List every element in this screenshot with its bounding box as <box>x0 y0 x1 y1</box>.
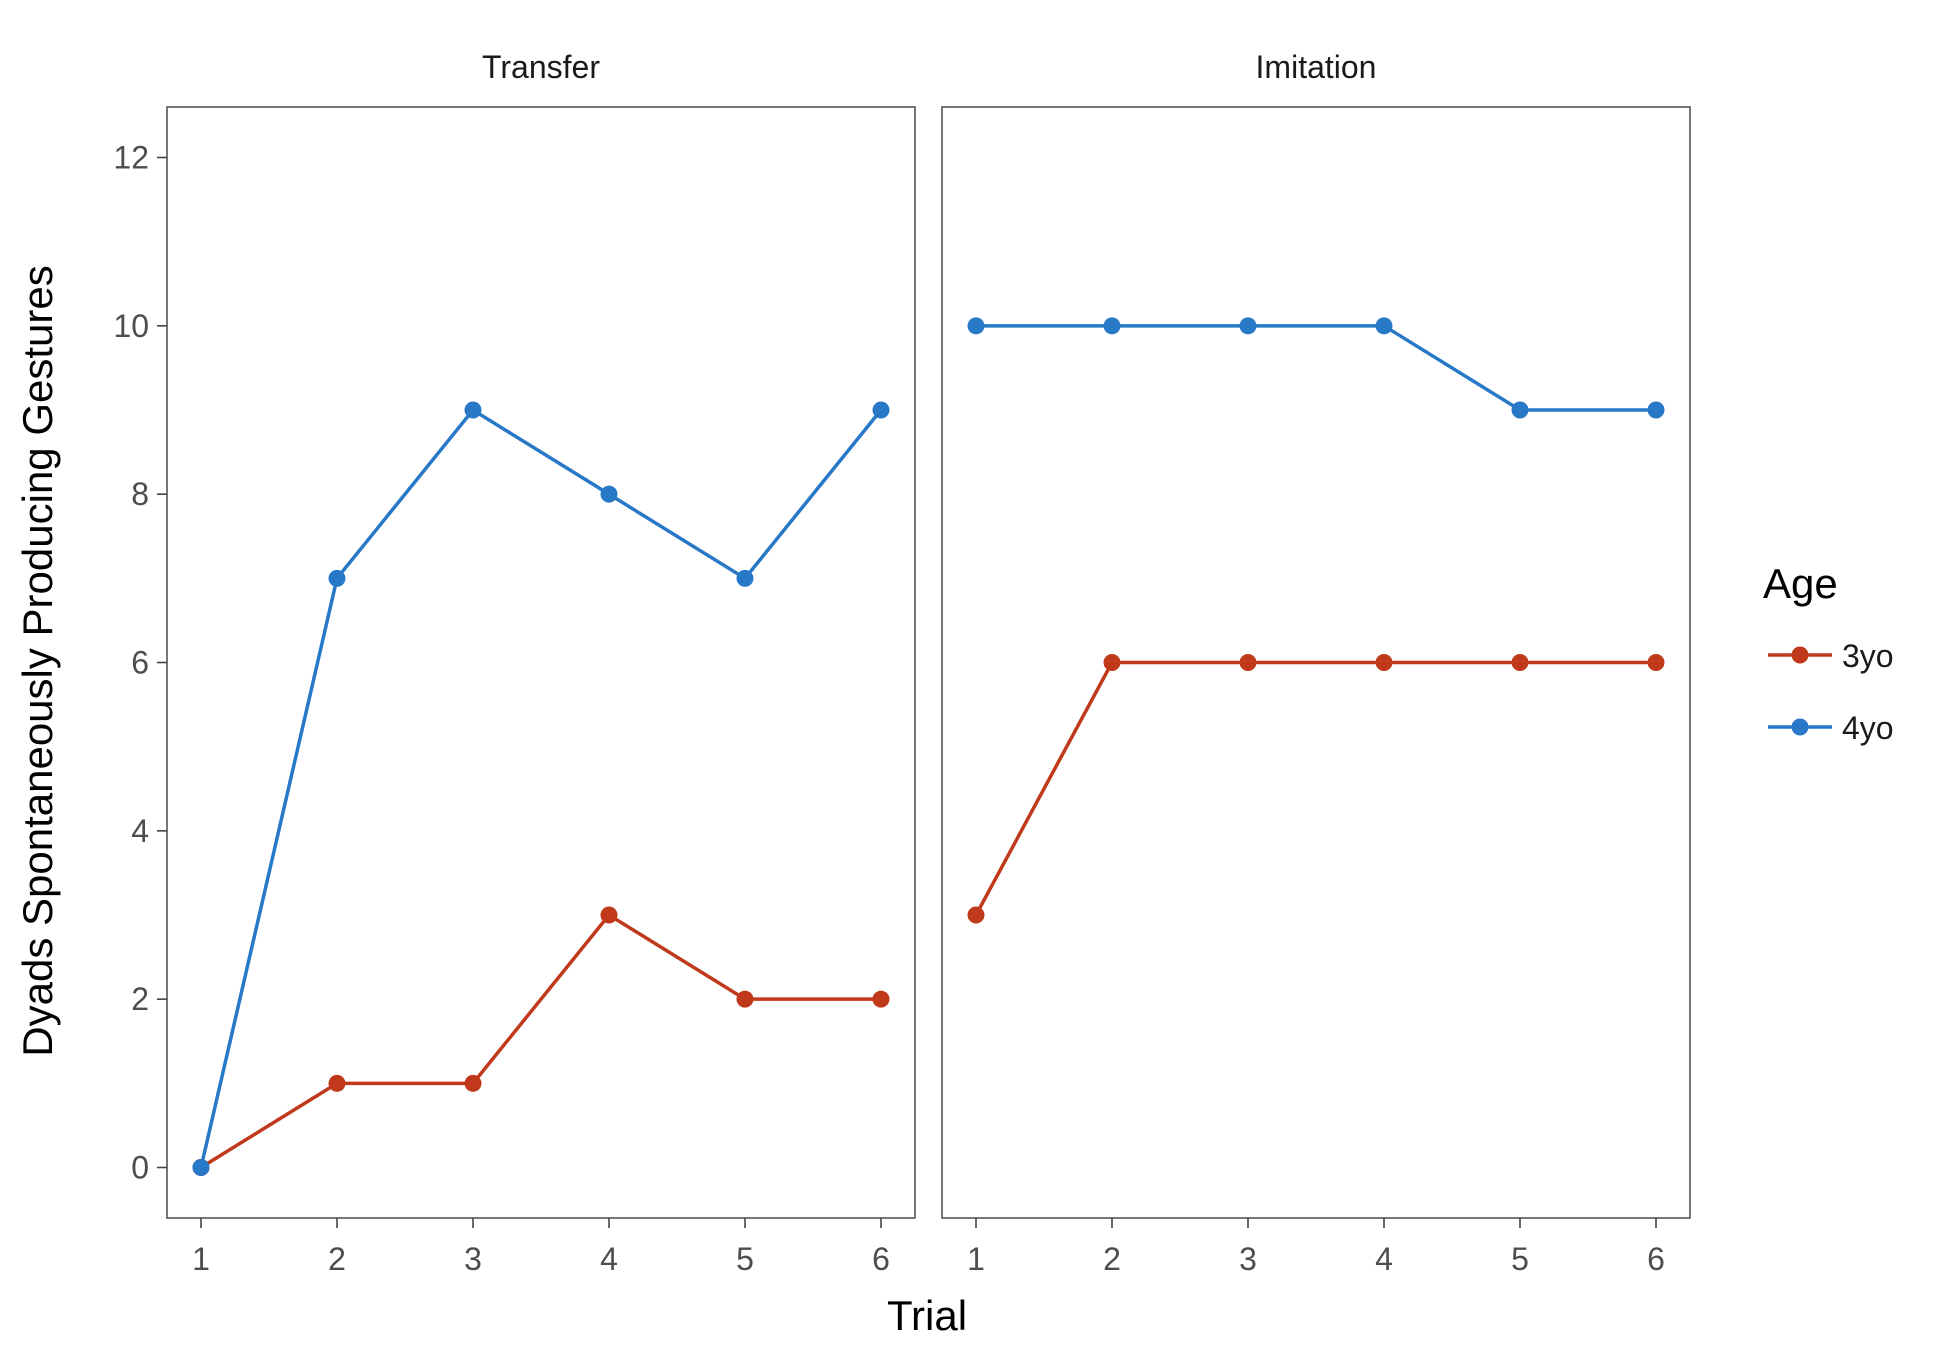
facet-strip-label: Transfer <box>482 49 600 85</box>
data-point <box>1647 401 1665 419</box>
data-point <box>328 569 346 587</box>
data-point <box>1375 654 1393 671</box>
y-tick-label: 4 <box>131 813 149 849</box>
data-point <box>1375 317 1393 335</box>
data-point <box>1103 317 1121 335</box>
x-tick-label: 4 <box>600 1241 618 1277</box>
series-4yo <box>192 401 890 1176</box>
x-tick-label: 3 <box>464 1241 482 1277</box>
series-line-3yo <box>974 660 1656 916</box>
legend-item-3yo: 3yo <box>1768 638 1894 674</box>
data-point <box>1511 401 1529 419</box>
legend-key-point <box>1791 718 1809 736</box>
data-point <box>1103 654 1121 671</box>
x-tick-label: 5 <box>736 1241 754 1277</box>
data-point <box>1647 654 1665 671</box>
data-point <box>192 1159 210 1176</box>
data-point <box>872 990 890 1008</box>
data-point <box>1239 654 1257 671</box>
x-tick-label: 2 <box>328 1241 346 1277</box>
data-point <box>464 1074 482 1092</box>
series-4yo <box>967 317 1665 419</box>
data-point <box>967 906 985 924</box>
y-tick-label: 8 <box>131 476 149 512</box>
legend-label: 3yo <box>1842 638 1894 674</box>
y-tick-label: 2 <box>131 981 149 1017</box>
y-tick-label: 6 <box>131 645 149 681</box>
series-3yo <box>192 906 890 1176</box>
data-point <box>967 317 985 335</box>
x-tick-label: 1 <box>967 1241 985 1277</box>
x-tick-label: 6 <box>1647 1241 1665 1277</box>
legend-title: Age <box>1763 560 1838 607</box>
legend: Age 3yo 4yo <box>1763 560 1894 746</box>
series-line-4yo <box>976 324 1656 412</box>
data-point <box>600 906 618 924</box>
x-tick-label: 6 <box>872 1241 890 1277</box>
x-tick-label: 3 <box>1239 1241 1257 1277</box>
panel-frame <box>166 106 916 1219</box>
legend-item-4yo: 4yo <box>1768 710 1894 746</box>
series-line-4yo <box>199 407 883 1168</box>
y-tick-label: 10 <box>113 308 149 344</box>
data-point <box>1239 317 1257 335</box>
facet-panel-transfer: Transfer 1 2 3 4 5 6 <box>166 49 916 1277</box>
data-point <box>328 1074 346 1092</box>
facet-strip-label: Imitation <box>1256 49 1377 85</box>
y-axis: 0 2 4 6 8 10 12 <box>113 140 167 1186</box>
x-tick-label: 1 <box>192 1241 210 1277</box>
facet-panels: Transfer 1 2 3 4 5 6 Imitation 1 2 3 4 5 6 <box>166 49 1691 1277</box>
y-tick-label: 0 <box>131 1150 149 1186</box>
series-3yo <box>967 654 1665 924</box>
facet-panel-imitation: Imitation 1 2 3 4 5 6 <box>941 49 1691 1277</box>
data-point <box>736 990 754 1008</box>
legend-key-point <box>1791 646 1809 664</box>
legend-label: 4yo <box>1842 710 1894 746</box>
x-tick-label: 5 <box>1511 1241 1529 1277</box>
data-point <box>1511 654 1529 671</box>
data-point <box>872 401 890 419</box>
x-tick-label: 2 <box>1103 1241 1121 1277</box>
series-line-3yo <box>200 912 881 1169</box>
x-axis-title: Trial <box>887 1292 967 1339</box>
y-axis-title: Dyads Spontaneously Producing Gestures <box>14 265 61 1056</box>
data-point <box>736 569 754 587</box>
x-tick-label: 4 <box>1375 1241 1393 1277</box>
y-tick-label: 12 <box>113 140 149 176</box>
data-point <box>600 485 618 503</box>
data-point <box>464 401 482 419</box>
